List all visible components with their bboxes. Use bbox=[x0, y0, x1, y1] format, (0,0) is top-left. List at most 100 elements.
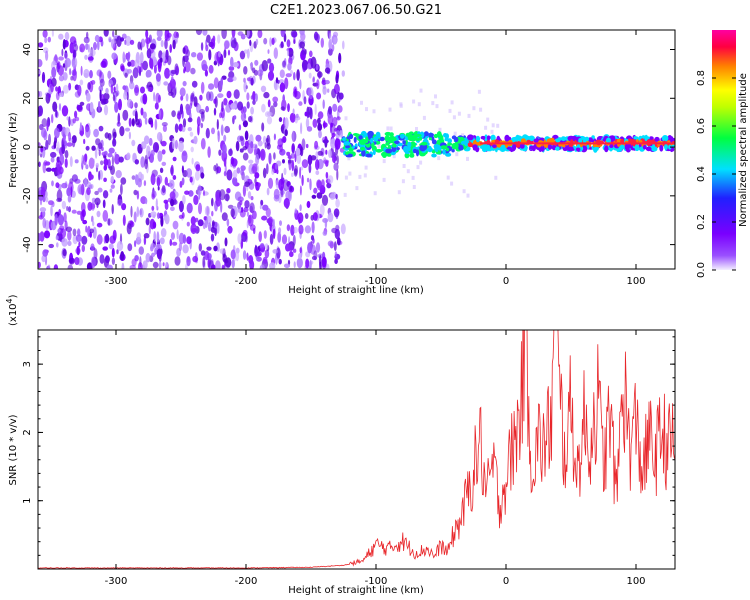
noise-cell bbox=[299, 79, 302, 90]
noise-cell bbox=[181, 150, 188, 163]
noise-cell bbox=[328, 149, 332, 158]
noise-cell bbox=[77, 84, 82, 97]
noise-cell bbox=[48, 243, 54, 249]
noise-cell bbox=[191, 157, 194, 165]
noise-cell bbox=[317, 123, 323, 132]
noise-cell bbox=[89, 70, 93, 79]
noise-cell bbox=[263, 37, 268, 45]
noise-cell bbox=[45, 139, 49, 150]
signal-cell bbox=[347, 153, 353, 158]
noise-cell bbox=[38, 232, 42, 242]
noise-cell bbox=[74, 257, 80, 265]
noise-cell bbox=[85, 164, 89, 170]
noise-cell bbox=[161, 122, 168, 127]
noise-cell bbox=[64, 52, 68, 59]
noise-cell bbox=[261, 122, 265, 132]
signal-cell bbox=[484, 134, 488, 142]
faint-cell bbox=[343, 192, 347, 197]
noise-cell bbox=[217, 223, 220, 234]
noise-cell bbox=[178, 242, 182, 252]
noise-cell bbox=[154, 247, 157, 255]
signal-cell bbox=[431, 153, 437, 158]
noise-cell bbox=[332, 155, 336, 163]
noise-cell bbox=[272, 96, 279, 103]
signal-cell bbox=[533, 138, 539, 143]
noise-cell bbox=[221, 212, 228, 222]
noise-cell bbox=[232, 176, 238, 186]
noise-cell bbox=[195, 164, 201, 172]
noise-cell bbox=[62, 39, 66, 50]
noise-cell bbox=[178, 140, 184, 153]
noise-cell bbox=[112, 94, 116, 102]
noise-cell bbox=[143, 135, 150, 145]
noise-cell bbox=[68, 257, 75, 265]
noise-cell bbox=[158, 261, 162, 269]
bottom-x-axis-label: Height of straight line (km) bbox=[288, 585, 424, 596]
noise-cell bbox=[317, 111, 324, 119]
noise-cell bbox=[267, 177, 274, 189]
noise-cell bbox=[169, 238, 173, 247]
signal-cell bbox=[634, 144, 640, 152]
noise-cell bbox=[182, 80, 187, 87]
noise-cell bbox=[285, 73, 292, 78]
signal-cell bbox=[381, 151, 388, 157]
signal-cell bbox=[506, 146, 513, 150]
noise-cell bbox=[244, 181, 251, 188]
noise-cell bbox=[286, 151, 291, 156]
signal-cell bbox=[645, 146, 652, 152]
signal-cell bbox=[375, 148, 383, 153]
noise-cell bbox=[211, 197, 214, 207]
x-tick-label: -100 bbox=[365, 276, 388, 287]
signal-cell bbox=[386, 153, 392, 157]
noise-cell bbox=[299, 41, 305, 49]
noise-cell bbox=[85, 126, 91, 138]
noise-cell bbox=[292, 130, 295, 143]
signal-cell bbox=[668, 144, 672, 150]
noise-cell bbox=[103, 150, 108, 156]
noise-cell bbox=[61, 105, 69, 117]
faint-cell bbox=[415, 127, 418, 131]
noise-cell bbox=[305, 258, 310, 269]
noise-cell bbox=[301, 159, 309, 169]
noise-cell bbox=[145, 252, 151, 263]
noise-cell bbox=[217, 93, 224, 98]
noise-cell bbox=[185, 168, 193, 178]
noise-cell bbox=[205, 44, 209, 52]
noise-cell bbox=[278, 178, 284, 191]
faint-cell bbox=[466, 156, 469, 161]
noise-cell bbox=[230, 249, 236, 260]
noise-cell bbox=[146, 37, 149, 50]
noise-cell bbox=[83, 138, 86, 145]
noise-cell bbox=[299, 185, 302, 196]
noise-cell bbox=[76, 245, 80, 256]
noise-cell bbox=[304, 225, 311, 234]
noise-cell bbox=[150, 243, 156, 249]
noise-cell bbox=[317, 71, 323, 78]
noise-cell bbox=[121, 262, 125, 269]
noise-cell bbox=[193, 194, 199, 206]
noise-cell bbox=[293, 261, 296, 268]
noise-cell bbox=[47, 264, 51, 269]
noise-cell bbox=[208, 49, 212, 61]
noise-cell bbox=[54, 213, 58, 226]
signal-cell bbox=[664, 143, 668, 150]
noise-cell bbox=[165, 261, 168, 268]
noise-cell bbox=[153, 91, 156, 102]
noise-cell bbox=[143, 180, 147, 187]
noise-cell bbox=[102, 210, 109, 222]
signal-cell bbox=[492, 144, 497, 148]
noise-cell bbox=[188, 190, 194, 197]
noise-cell bbox=[237, 233, 242, 245]
noise-cell bbox=[224, 193, 230, 202]
noise-cell bbox=[250, 196, 254, 201]
signal-cell bbox=[444, 133, 449, 140]
noise-cell bbox=[44, 161, 51, 166]
signal-cell bbox=[384, 131, 392, 136]
noise-cell bbox=[135, 110, 138, 123]
noise-cell bbox=[160, 140, 167, 147]
noise-cell bbox=[144, 197, 148, 205]
signal-cell bbox=[512, 136, 519, 143]
signal-cell bbox=[356, 149, 362, 153]
